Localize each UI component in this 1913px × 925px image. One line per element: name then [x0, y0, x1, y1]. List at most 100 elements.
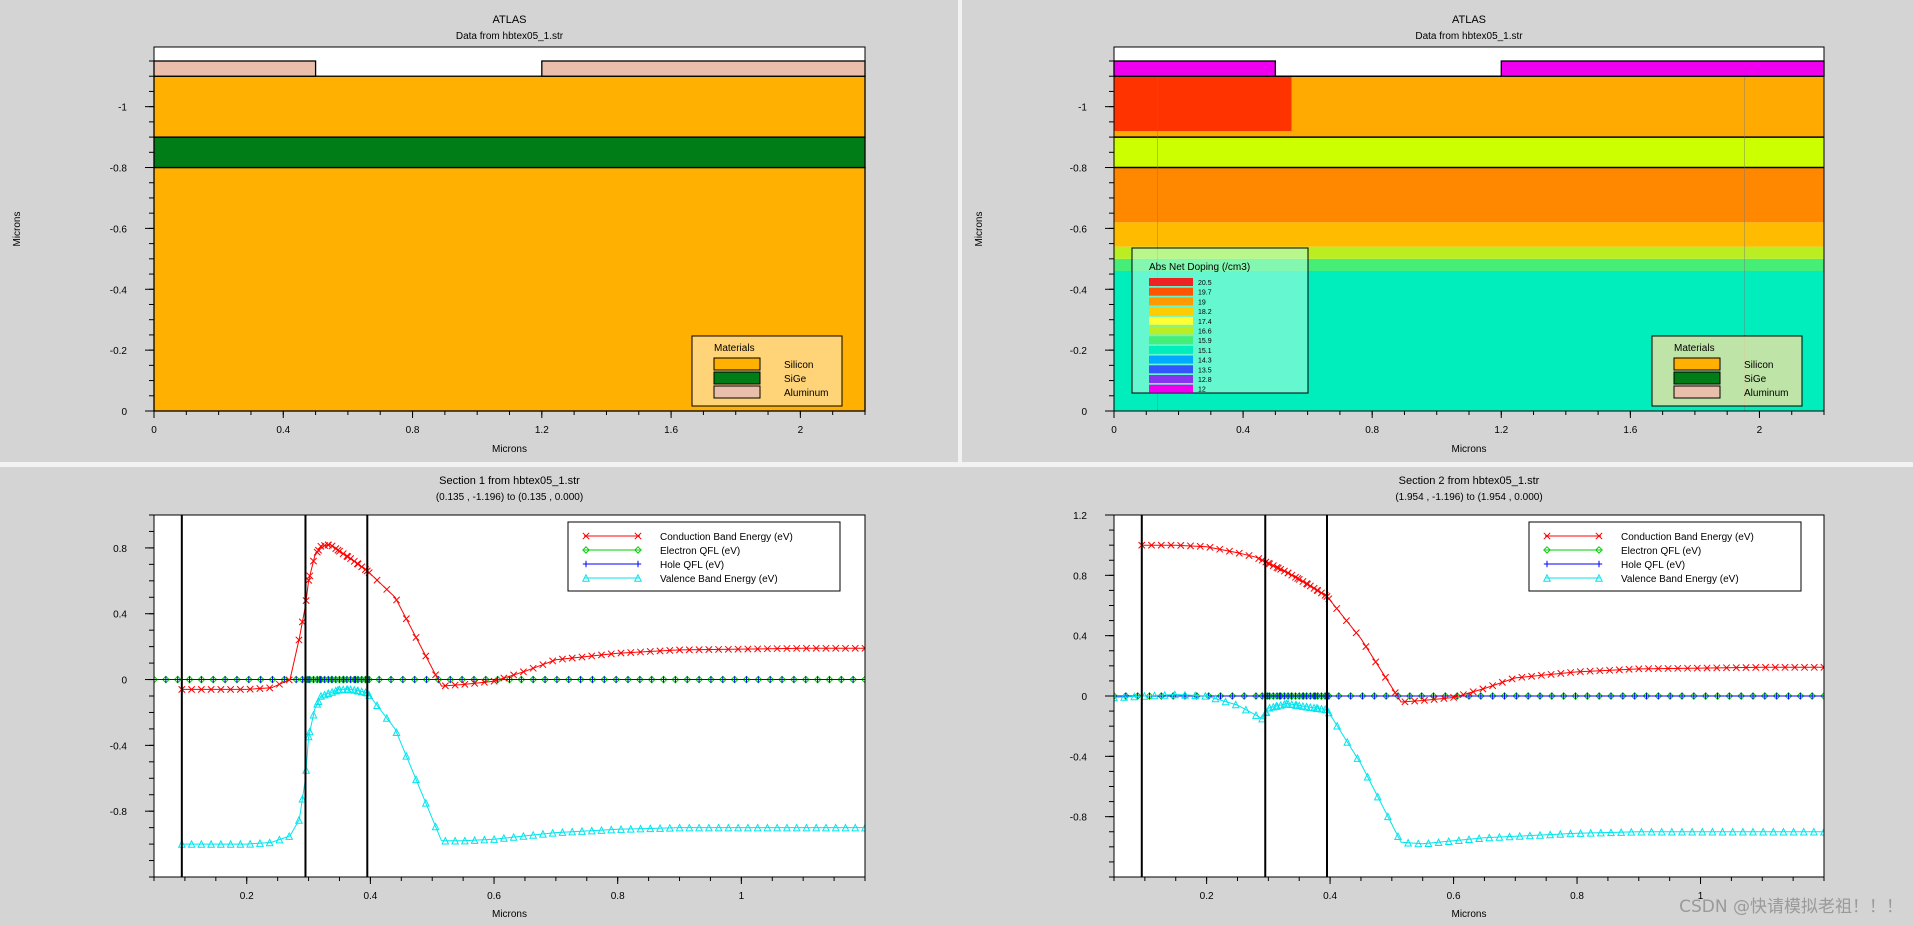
data-point — [1576, 668, 1584, 676]
data-point — [1417, 692, 1426, 700]
data-point — [1440, 694, 1448, 703]
data-point — [354, 686, 363, 695]
x-tick-label: 0.4 — [1236, 425, 1250, 436]
data-point — [295, 636, 303, 644]
data-point — [266, 684, 274, 692]
data-point — [832, 644, 840, 652]
data-point — [339, 550, 347, 558]
data-point — [581, 573, 591, 582]
data-point — [529, 664, 537, 672]
data-point — [1170, 690, 1179, 699]
materials-legend: Materials Silicon SiGe Aluminum — [691, 335, 843, 407]
data-point — [305, 576, 313, 584]
data-point — [634, 546, 642, 554]
y-tick-label: -0.8 — [1070, 813, 1088, 824]
data-point — [421, 798, 430, 807]
data-point — [838, 676, 845, 683]
data-point — [392, 728, 401, 737]
y-tick-label: -0.4 — [110, 285, 128, 296]
chart-title: ATLAS — [1452, 14, 1486, 26]
data-point — [1543, 560, 1551, 568]
data-point — [1258, 714, 1267, 723]
legend-label: Electron QFL (eV) — [660, 546, 740, 557]
data-point — [636, 676, 644, 683]
data-point — [328, 542, 336, 550]
data-point — [660, 676, 667, 683]
data-point — [743, 823, 752, 832]
data-point — [162, 676, 170, 683]
data-point — [1556, 829, 1565, 838]
data-point — [1310, 703, 1319, 712]
y-tick-label: 0 — [1081, 407, 1087, 418]
data-point — [186, 676, 193, 683]
data-point — [1284, 699, 1293, 708]
chart-subtitle: Data from hbtex05_1.str — [1415, 31, 1523, 42]
doping-swatch — [1149, 316, 1193, 325]
data-point — [1362, 642, 1370, 651]
data-point — [1698, 827, 1707, 836]
data-point — [269, 676, 276, 683]
data-point — [1677, 827, 1687, 836]
doping-swatch — [1149, 326, 1193, 335]
legend-label: Valence Band Energy (eV) — [1621, 574, 1739, 585]
data-point — [607, 825, 616, 834]
data-point — [217, 685, 225, 693]
data-point — [461, 680, 469, 688]
data-point — [451, 836, 460, 845]
data-point — [1469, 688, 1477, 696]
data-point — [293, 676, 300, 683]
data-point — [1371, 692, 1378, 700]
y-tick-label: 0.8 — [113, 544, 127, 555]
data-point — [1524, 692, 1532, 700]
data-point — [499, 833, 508, 842]
data-point — [1273, 563, 1281, 572]
data-point — [1284, 569, 1292, 577]
data-point — [814, 676, 821, 683]
y-tick-label: 0.8 — [1073, 571, 1087, 582]
data-point — [754, 645, 762, 653]
data-point — [382, 713, 391, 722]
x-tick-label: 0.8 — [611, 891, 625, 902]
data-point — [646, 647, 654, 656]
data-point — [1595, 692, 1603, 700]
data-point — [1547, 670, 1555, 678]
data-point — [1404, 838, 1413, 847]
data-point — [1477, 692, 1485, 700]
data-point — [460, 836, 469, 845]
data-point — [1167, 541, 1175, 549]
data-point — [1206, 543, 1214, 551]
x-tick-label: 0.4 — [1323, 891, 1337, 902]
data-point — [1314, 587, 1322, 595]
x-tick-label: 1.6 — [664, 425, 678, 436]
legend-swatch-sige — [1673, 371, 1721, 385]
data-point — [387, 676, 395, 683]
data-point — [539, 661, 547, 669]
data-point — [792, 823, 801, 832]
data-point — [343, 552, 351, 560]
data-point — [1201, 691, 1210, 700]
data-point — [309, 557, 318, 565]
data-point — [1784, 692, 1793, 700]
data-point — [1627, 827, 1636, 836]
series-legend: Conduction Band Energy (eV) Electron QFL … — [1528, 521, 1802, 592]
doping-level-label: 15.1 — [1198, 348, 1212, 355]
data-point — [1771, 663, 1779, 671]
data-point — [617, 649, 625, 657]
x-axis-label: Microns — [1451, 444, 1486, 455]
data-point — [1313, 703, 1322, 712]
data-point — [154, 675, 158, 684]
data-point — [1559, 692, 1568, 700]
x-tick-label: 1.2 — [1494, 425, 1508, 436]
data-point — [636, 824, 645, 833]
doping-swatch — [1149, 336, 1193, 345]
data-point — [1742, 663, 1750, 672]
data-point — [861, 676, 865, 683]
data-point — [1799, 827, 1808, 836]
data-point — [1245, 551, 1253, 560]
data-point — [1291, 573, 1300, 581]
data-point — [1518, 673, 1526, 681]
data-point — [558, 655, 567, 663]
data-point — [1114, 692, 1118, 700]
data-point — [1749, 692, 1757, 700]
y-tick-label: -1 — [1078, 103, 1087, 114]
